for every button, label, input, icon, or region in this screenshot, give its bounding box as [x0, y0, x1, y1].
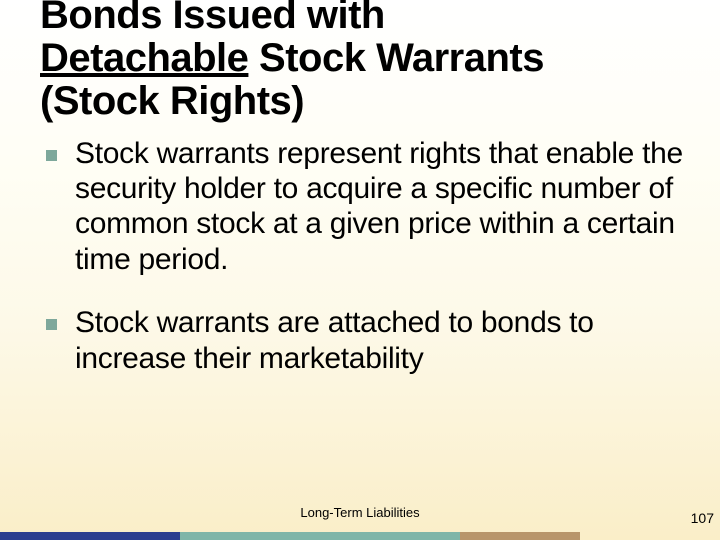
slide-content: Bonds Issued with Detachable Stock Warra…: [0, 0, 720, 540]
title-line-3: (Stock Rights): [40, 79, 304, 123]
bullet-list: Stock warrants represent rights that ena…: [40, 136, 692, 376]
square-bullet-icon: [46, 319, 57, 330]
list-item-text: Stock warrants are attached to bonds to …: [75, 305, 684, 376]
title-line-1: Bonds Issued with: [40, 0, 385, 37]
page-number: 107: [691, 510, 714, 526]
title-underlined-word: Detachable: [40, 36, 248, 80]
footer-label: Long-Term Liabilities: [300, 505, 419, 520]
list-item-text: Stock warrants represent rights that ena…: [75, 136, 684, 278]
slide-title: Bonds Issued with Detachable Stock Warra…: [40, 0, 692, 124]
list-item: Stock warrants represent rights that ena…: [40, 136, 684, 278]
title-line-2-rest: Stock Warrants: [248, 36, 544, 80]
list-item: Stock warrants are attached to bonds to …: [40, 305, 684, 376]
square-bullet-icon: [46, 150, 57, 161]
